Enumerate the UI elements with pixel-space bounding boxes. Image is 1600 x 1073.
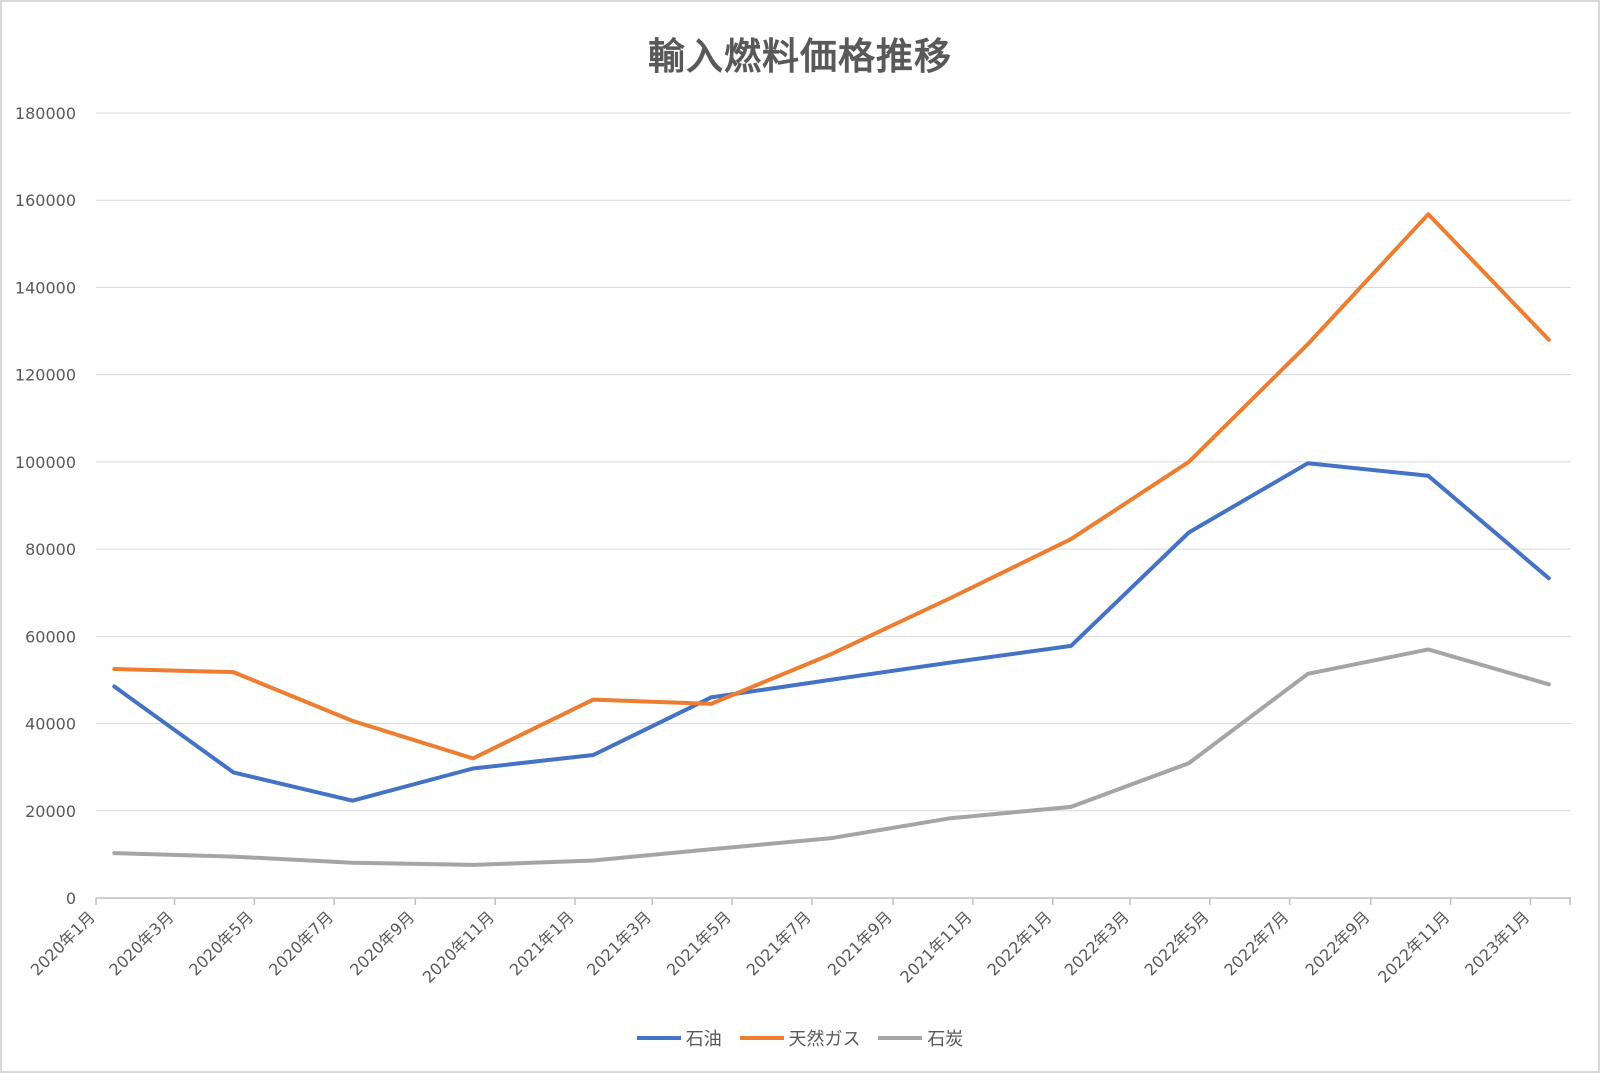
y-tick-label: 180000 [15, 104, 76, 123]
y-tick-label: 0 [66, 889, 76, 908]
x-tick-label: 2020年1月 [27, 907, 99, 979]
legend-label-oil: 石油 [685, 1029, 722, 1050]
x-tick-label: 2020年5月 [185, 907, 257, 979]
y-tick-label: 160000 [15, 191, 76, 210]
y-tick-label: 100000 [15, 453, 76, 472]
x-tick-label: 2022年5月 [1141, 907, 1213, 979]
x-tick-label: 2022年7月 [1220, 907, 1292, 979]
x-tick-label: 2020年3月 [105, 907, 177, 979]
y-tick-label: 40000 [25, 715, 76, 734]
series-line-1 [112, 212, 1551, 761]
x-tick-label: 2021年11月 [896, 907, 975, 986]
y-tick-label: 140000 [15, 278, 76, 297]
series-line-2 [112, 647, 1551, 867]
y-tick-label: 60000 [25, 627, 76, 646]
x-tick-label: 2021年7月 [743, 907, 815, 979]
x-tick-label: 2022年3月 [1061, 907, 1133, 979]
legend-label-coal: 石炭 [927, 1029, 964, 1050]
chart-title: 輸入燃料価格推移 [648, 35, 952, 78]
x-tick-label: 2020年9月 [346, 907, 418, 979]
legend-item-oil: 石油 [636, 1025, 722, 1051]
y-tick-label: 120000 [15, 366, 76, 385]
legend: 石油 天然ガス 石炭 [0, 1024, 1600, 1051]
legend-item-coal: 石炭 [878, 1025, 963, 1051]
x-tick-label: 2022年9月 [1302, 907, 1374, 979]
legend-label-gas: 天然ガス [788, 1029, 861, 1050]
legend-item-gas: 天然ガス [739, 1025, 861, 1051]
y-tick-label: 80000 [25, 540, 76, 559]
legend-swatch-oil [636, 1036, 681, 1040]
x-tick-label: 2021年1月 [506, 907, 578, 979]
y-tick-label: 20000 [25, 802, 76, 821]
legend-swatch-gas [739, 1036, 784, 1040]
x-tick-label: 2020年11月 [419, 907, 498, 986]
x-tick-label: 2021年5月 [663, 907, 735, 979]
x-tick-label: 2023年1月 [1461, 907, 1533, 979]
x-tick-label: 2021年9月 [824, 907, 896, 979]
x-tick-label: 2021年3月 [583, 907, 655, 979]
x-tick-label: 2020年7月 [265, 907, 337, 979]
x-tick-label: 2022年1月 [983, 907, 1055, 979]
x-tick-label: 2022年11月 [1374, 907, 1453, 986]
legend-swatch-coal [878, 1036, 923, 1040]
series-line-0 [112, 461, 1551, 803]
